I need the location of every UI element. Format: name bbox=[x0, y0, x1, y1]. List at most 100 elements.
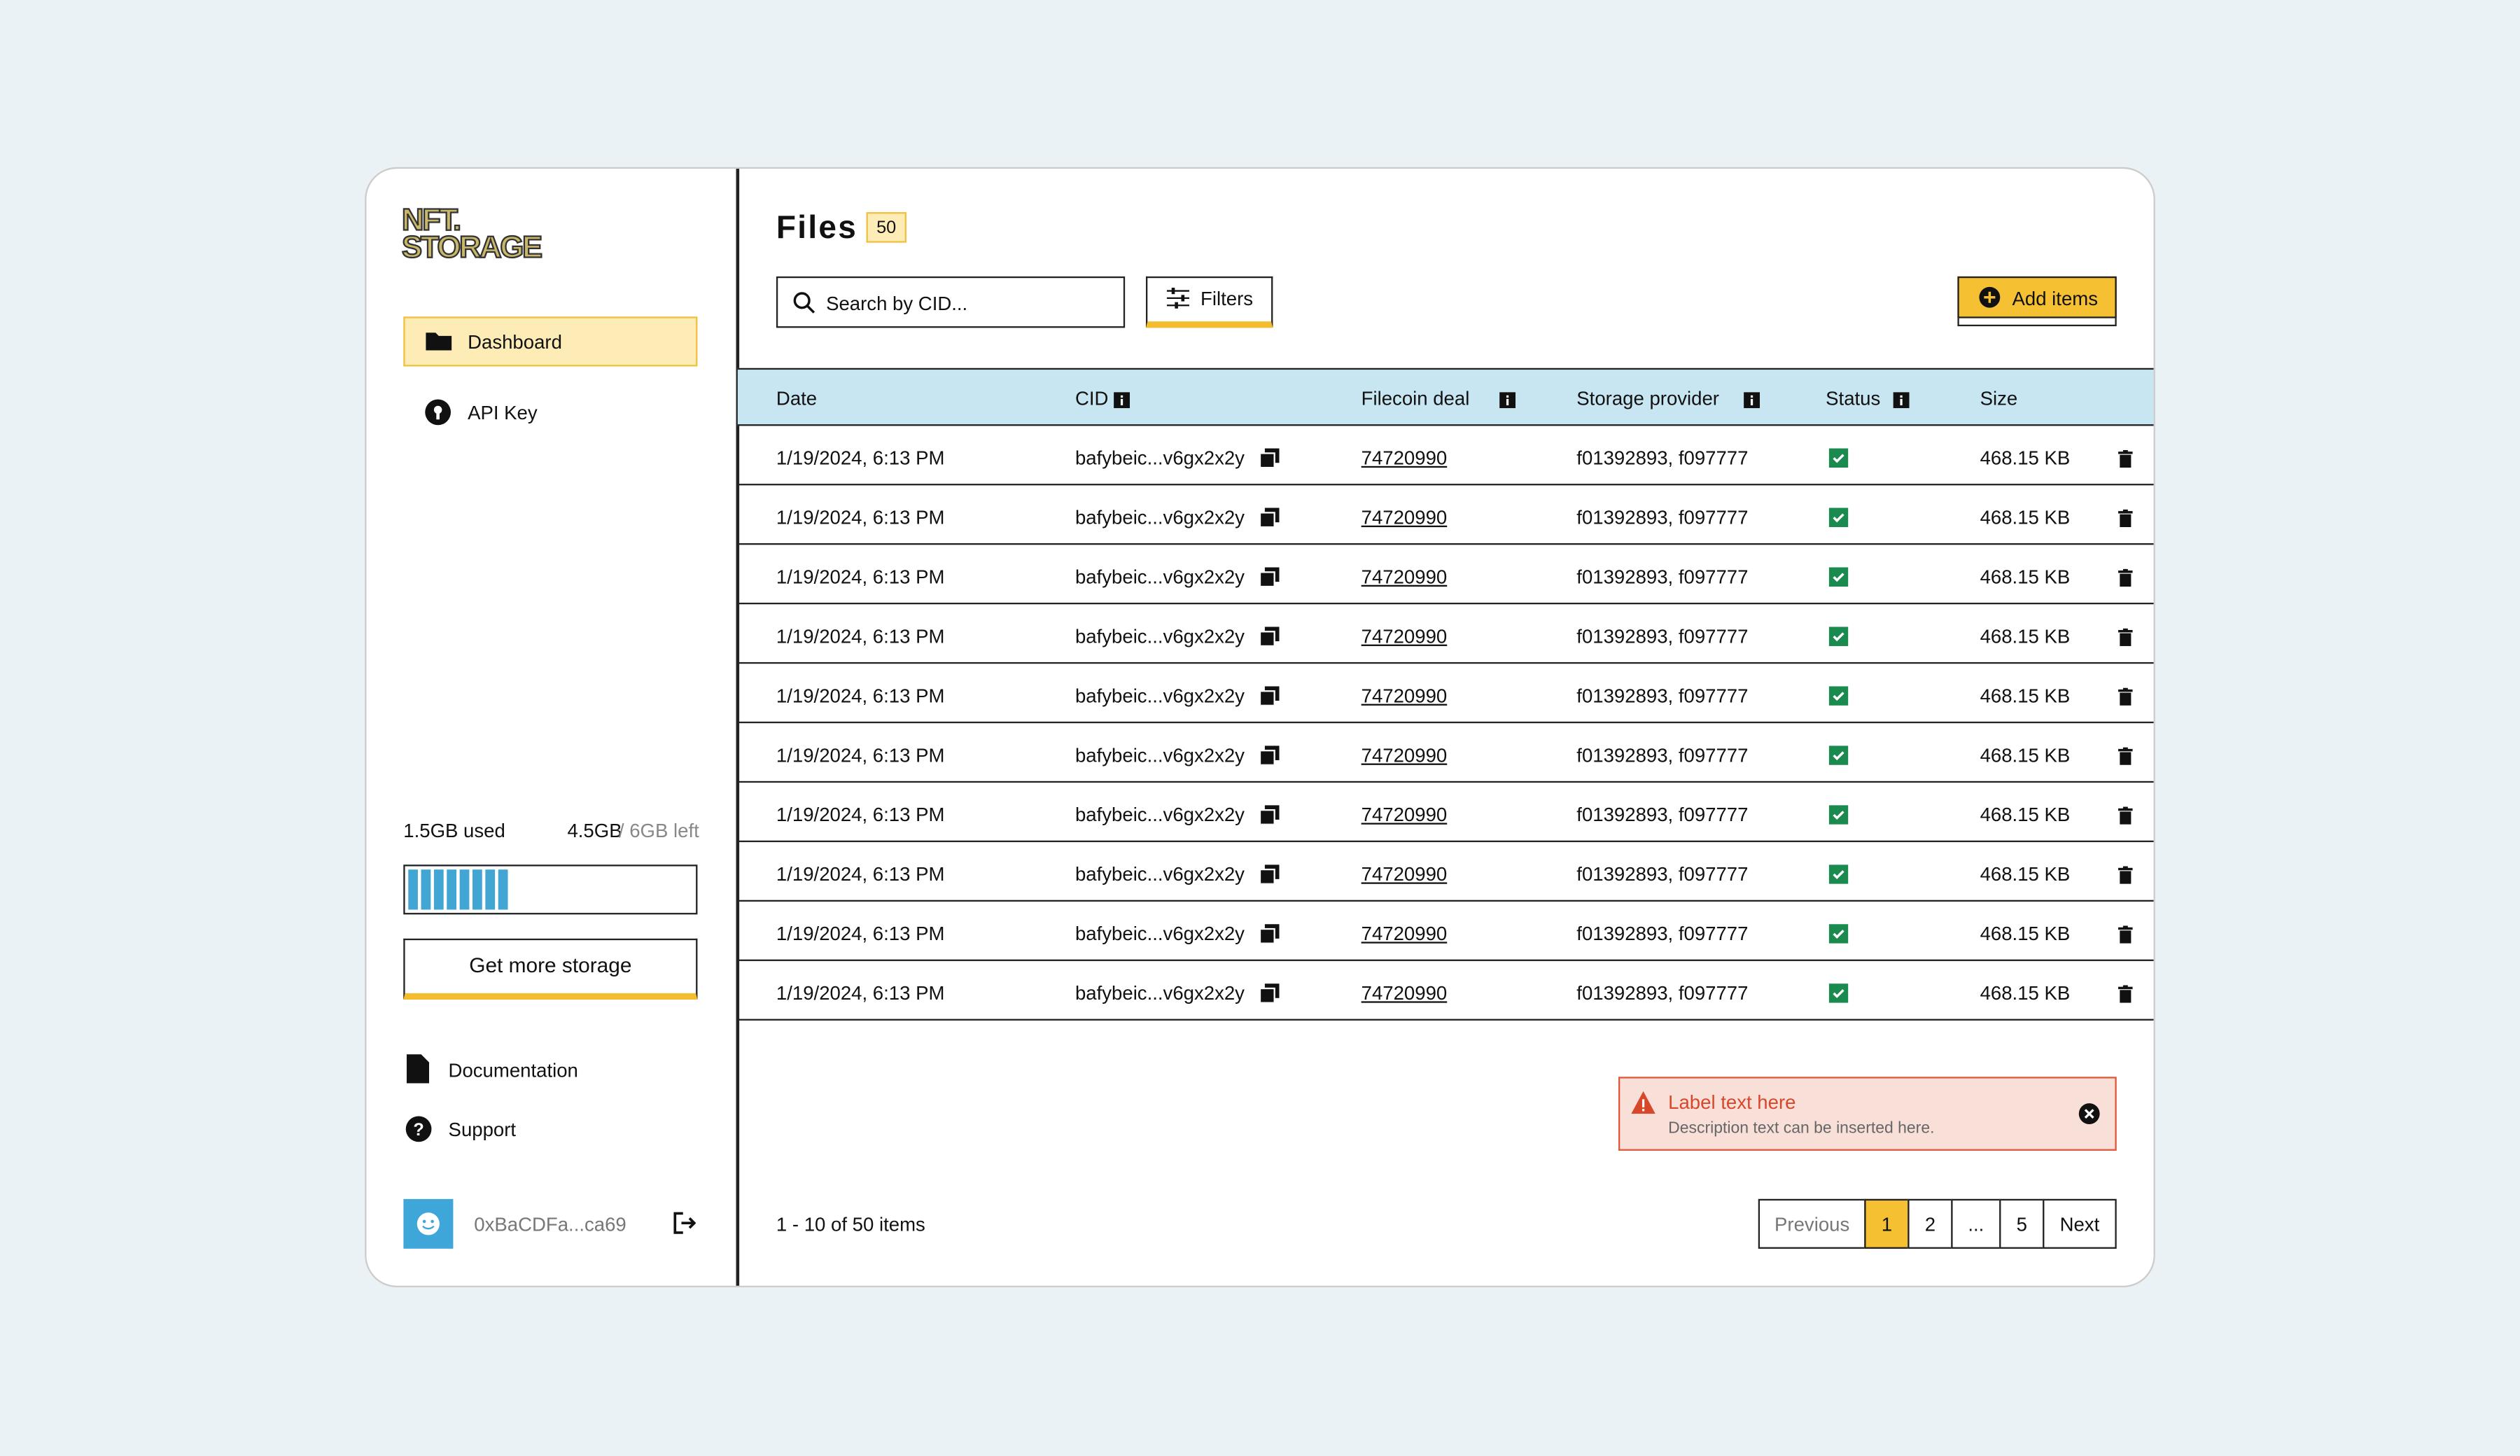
table-cell: 1/19/2024, 6:13 PM bbox=[776, 922, 945, 946]
copy-icon[interactable] bbox=[1259, 566, 1280, 588]
status-icon bbox=[1828, 982, 1849, 1003]
nav-item[interactable]: Documentation bbox=[448, 1059, 578, 1082]
delete-icon[interactable] bbox=[2118, 566, 2133, 587]
add-icon bbox=[1979, 286, 2001, 308]
delete-icon[interactable] bbox=[2118, 447, 2133, 468]
table-cell[interactable]: 74720990 bbox=[1361, 625, 1448, 648]
copy-icon[interactable] bbox=[1259, 685, 1280, 707]
table-cell[interactable]: 74720990 bbox=[1361, 862, 1448, 886]
close-icon[interactable] bbox=[2078, 1102, 2101, 1125]
row-divider bbox=[737, 899, 2154, 902]
storage-left: 4.5GB bbox=[567, 819, 622, 843]
table-cell: bafybeic...v6gx2x2y bbox=[1074, 566, 1245, 589]
column-header: CID bbox=[1074, 387, 1109, 410]
table-cell: f01392893, f097777 bbox=[1576, 447, 1749, 470]
help-icon: ? bbox=[405, 1116, 432, 1142]
nav-item[interactable]: Support bbox=[448, 1118, 517, 1142]
status-icon bbox=[1828, 625, 1849, 646]
count-badge: 50 bbox=[866, 212, 906, 243]
copy-icon[interactable] bbox=[1259, 923, 1280, 944]
status-icon bbox=[1828, 447, 1849, 468]
button[interactable] bbox=[403, 938, 698, 1000]
row-divider bbox=[737, 959, 2154, 961]
delete-icon[interactable] bbox=[2118, 923, 2133, 944]
nav-item[interactable]: Dashboard bbox=[468, 330, 562, 354]
table-cell[interactable]: 74720990 bbox=[1361, 744, 1448, 767]
delete-icon[interactable] bbox=[2118, 804, 2133, 825]
page-button[interactable]: 1 bbox=[1864, 1198, 1910, 1249]
status-icon bbox=[1828, 804, 1849, 825]
storage-used: 1.5GB used bbox=[403, 819, 505, 843]
status-icon bbox=[1828, 566, 1849, 587]
filters-button[interactable] bbox=[1145, 276, 1273, 328]
table-cell: 1/19/2024, 6:13 PM bbox=[776, 506, 945, 529]
table-cell[interactable]: 74720990 bbox=[1361, 685, 1448, 708]
delete-icon[interactable] bbox=[2118, 982, 2133, 1003]
column-header: Size bbox=[1980, 387, 2018, 410]
column-header: Filecoin deal bbox=[1361, 387, 1470, 410]
row-divider bbox=[737, 484, 2154, 486]
row-divider bbox=[737, 662, 2154, 664]
logout-icon[interactable] bbox=[673, 1212, 696, 1234]
table-cell: bafybeic...v6gx2x2y bbox=[1074, 447, 1245, 470]
copy-icon[interactable] bbox=[1259, 447, 1280, 469]
column-header: Status bbox=[1826, 387, 1881, 410]
table-cell[interactable]: 74720990 bbox=[1361, 922, 1448, 946]
column-header: Storage provider bbox=[1576, 387, 1719, 410]
add-label[interactable]: Add items bbox=[2012, 287, 2099, 311]
doc-icon bbox=[406, 1054, 430, 1084]
status-icon bbox=[1828, 506, 1849, 528]
delete-icon[interactable] bbox=[2118, 744, 2133, 765]
copy-icon[interactable] bbox=[1259, 982, 1280, 1004]
filters-icon bbox=[1166, 287, 1189, 309]
filters-label[interactable]: Filters bbox=[1200, 287, 1254, 311]
row-divider bbox=[737, 780, 2154, 783]
page-button[interactable]: 5 bbox=[1999, 1198, 2045, 1249]
table-cell: 1/19/2024, 6:13 PM bbox=[776, 862, 945, 886]
table-cell[interactable]: 74720990 bbox=[1361, 981, 1448, 1004]
row-divider bbox=[737, 1018, 2154, 1021]
copy-icon[interactable] bbox=[1259, 744, 1280, 766]
table-cell: 1/19/2024, 6:13 PM bbox=[776, 981, 945, 1004]
table-cell: 468.15 KB bbox=[1980, 685, 2071, 708]
table-cell: bafybeic...v6gx2x2y bbox=[1074, 506, 1245, 529]
search-icon bbox=[793, 292, 816, 314]
search-input[interactable] bbox=[776, 276, 1126, 328]
table-cell: 1/19/2024, 6:13 PM bbox=[776, 447, 945, 470]
copy-icon[interactable] bbox=[1259, 863, 1280, 885]
key-icon bbox=[425, 399, 451, 426]
button-label[interactable]: Get more storage bbox=[469, 953, 632, 977]
delete-icon[interactable] bbox=[2118, 625, 2133, 646]
row-divider bbox=[737, 543, 2154, 545]
info-icon bbox=[1744, 387, 1760, 409]
table-cell: 468.15 KB bbox=[1980, 981, 2071, 1004]
status-icon bbox=[1828, 744, 1849, 765]
copy-icon[interactable] bbox=[1259, 506, 1280, 528]
table-cell: 1/19/2024, 6:13 PM bbox=[776, 803, 945, 827]
nav-active[interactable] bbox=[403, 316, 698, 367]
table-cell[interactable]: 74720990 bbox=[1361, 447, 1448, 470]
info-icon bbox=[1113, 387, 1130, 409]
table-cell[interactable]: 74720990 bbox=[1361, 506, 1448, 529]
table-cell: f01392893, f097777 bbox=[1576, 566, 1749, 589]
table-cell[interactable]: 74720990 bbox=[1361, 803, 1448, 827]
copy-icon[interactable] bbox=[1259, 804, 1280, 825]
search-placeholder[interactable]: Search by CID... bbox=[826, 292, 968, 316]
delete-icon[interactable] bbox=[2118, 863, 2133, 884]
delete-icon[interactable] bbox=[2118, 506, 2133, 528]
table-cell: bafybeic...v6gx2x2y bbox=[1074, 981, 1245, 1004]
page-button[interactable]: Previous bbox=[1758, 1198, 1866, 1249]
table-cell[interactable]: 74720990 bbox=[1361, 566, 1448, 589]
delete-icon[interactable] bbox=[2118, 685, 2133, 706]
table-cell: f01392893, f097777 bbox=[1576, 506, 1749, 529]
copy-icon[interactable] bbox=[1259, 625, 1280, 648]
page-button[interactable]: ... bbox=[1951, 1198, 2001, 1249]
account: 0xBaCDFa...ca69 bbox=[474, 1213, 626, 1236]
table-cell: 468.15 KB bbox=[1980, 625, 2071, 648]
page-button[interactable]: Next bbox=[2043, 1198, 2117, 1249]
nav-item[interactable]: API Key bbox=[468, 401, 538, 425]
page-button[interactable]: 2 bbox=[1907, 1198, 1953, 1249]
table-cell: 1/19/2024, 6:13 PM bbox=[776, 744, 945, 767]
table-cell: bafybeic...v6gx2x2y bbox=[1074, 685, 1245, 708]
table-cell: f01392893, f097777 bbox=[1576, 803, 1749, 827]
